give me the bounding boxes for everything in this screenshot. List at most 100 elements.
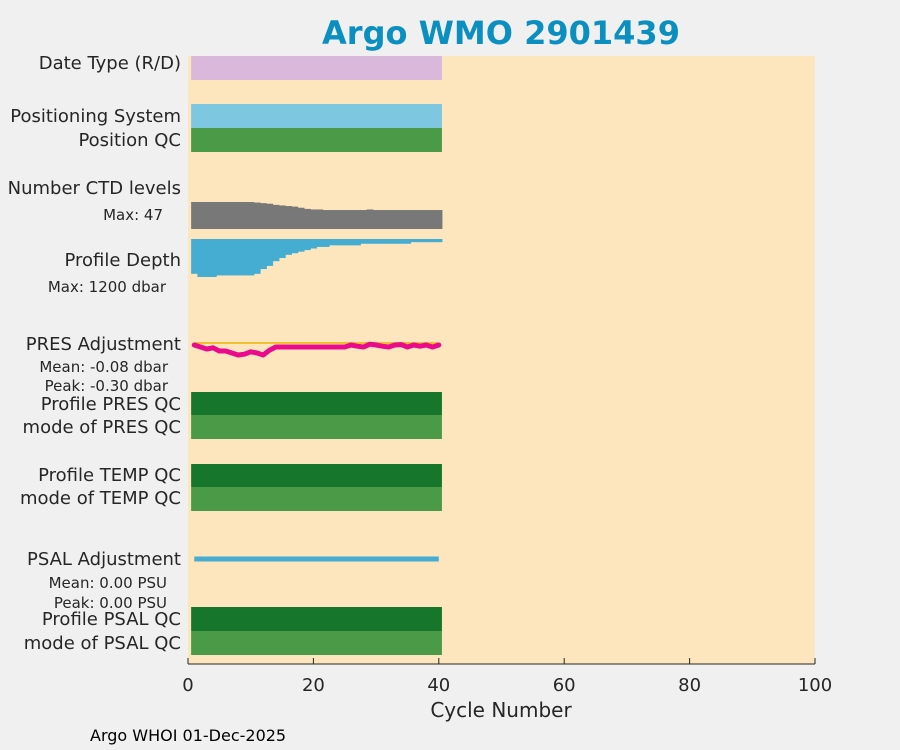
psal-peak-annotation: Peak: 0.00 PSU	[54, 594, 167, 612]
ctd-level-bar	[329, 210, 336, 229]
row-label-position-qc: Position QC	[78, 130, 181, 151]
profile-pres-qc-bar	[191, 392, 442, 415]
depth-max-annotation: Max: 1200 dbar	[48, 278, 167, 296]
profile-depth-bar	[416, 239, 424, 243]
ctd-level-bar	[291, 206, 299, 229]
x-tick-label: 100	[798, 675, 832, 696]
pres-peak-annotation: Peak: -0.30 dbar	[45, 377, 169, 395]
row-label-mode-pres-qc: mode of PRES QC	[23, 417, 181, 438]
ctd-level-bar	[366, 209, 374, 229]
profile-depth-bar	[247, 239, 255, 276]
x-tick-label: 40	[427, 675, 450, 696]
x-tick-label: 80	[678, 675, 701, 696]
profile-depth-bar	[228, 239, 236, 276]
x-axis-label: Cycle Number	[430, 698, 572, 722]
profile-depth-bar	[329, 239, 336, 246]
ctd-level-bar	[191, 202, 198, 229]
x-tick-label: 20	[302, 675, 325, 696]
positioning-system-bar	[191, 104, 442, 128]
ctd-level-bar	[429, 210, 437, 229]
profile-depth-bar	[385, 239, 393, 244]
profile-depth-bar	[209, 239, 217, 277]
profile-depth-bar	[429, 239, 437, 243]
ctd-level-bar	[347, 210, 355, 229]
ctd-level-bar	[247, 202, 255, 229]
ctd-level-bar	[404, 210, 412, 229]
ctd-level-bar	[310, 209, 318, 229]
row-label-psal-adjustment: PSAL Adjustment	[27, 549, 181, 570]
ctd-level-bar	[253, 202, 261, 229]
ctd-level-bar	[278, 205, 286, 229]
row-label-mode-psal-qc: mode of PSAL QC	[24, 633, 181, 654]
profile-depth-bar	[278, 239, 286, 258]
profile-depth-bar	[335, 239, 343, 246]
profile-depth-bar	[347, 239, 355, 246]
plot-area	[188, 56, 815, 664]
ctd-level-bar	[222, 202, 230, 229]
psal-mean-annotation: Mean: 0.00 PSU	[49, 574, 167, 592]
profile-depth-bar	[285, 239, 292, 255]
ctd-level-bar	[360, 210, 368, 229]
profile-depth-bar	[216, 239, 223, 276]
x-tick-label: 0	[182, 675, 193, 696]
ctd-level-bar	[266, 203, 274, 229]
row-label-positioning-system: Positioning System	[10, 106, 181, 127]
ctd-level-bar	[385, 210, 393, 229]
profile-depth-bar	[241, 239, 249, 276]
ctd-level-bar	[416, 210, 424, 229]
profile-depth-bar	[322, 239, 330, 247]
ctd-level-bar	[228, 202, 236, 229]
ctd-level-bar	[316, 209, 324, 229]
chart-title: Argo WMO 2901439	[322, 14, 680, 52]
profile-depth-bar	[366, 239, 374, 244]
profile-temp-qc-bar	[191, 464, 442, 487]
profile-depth-bar	[297, 239, 305, 252]
profile-depth-bar	[266, 239, 274, 266]
profile-depth-bar	[360, 239, 368, 244]
ctd-level-bar	[216, 202, 223, 229]
ctd-level-bar	[322, 210, 330, 229]
ctd-level-bar	[197, 202, 205, 229]
profile-depth-bar	[260, 239, 267, 270]
ctd-level-bar	[354, 210, 361, 229]
profile-depth-bar	[404, 239, 412, 244]
ctd-level-bar	[285, 206, 292, 229]
profile-depth-bar	[316, 239, 324, 247]
pres-mean-annotation: Mean: -0.08 dbar	[39, 358, 169, 376]
profile-depth-bar	[203, 239, 211, 277]
ctd-max-annotation: Max: 47	[103, 206, 163, 224]
profile-depth-bar	[372, 239, 380, 244]
ctd-level-bar	[423, 210, 430, 229]
mode-temp-qc-bar	[191, 487, 442, 511]
ctd-level-bar	[260, 203, 267, 229]
ctd-level-bar	[235, 202, 242, 229]
profile-depth-bar	[341, 239, 349, 246]
ctd-level-bar	[435, 210, 443, 229]
row-label-profile-psal-qc: Profile PSAL QC	[42, 609, 181, 630]
ctd-level-bar	[335, 210, 343, 229]
row-label-profile-depth: Profile Depth	[64, 250, 181, 271]
profile-depth-bar	[222, 239, 230, 276]
ctd-level-bar	[341, 210, 349, 229]
ctd-level-bar	[391, 210, 399, 229]
ctd-level-bar	[303, 208, 311, 229]
profile-depth-bar	[235, 239, 242, 276]
profile-depth-bar	[354, 239, 361, 246]
profile-depth-bar	[435, 239, 443, 243]
ctd-level-bar	[203, 202, 211, 229]
footer-credit: Argo WHOI 01-Dec-2025	[90, 726, 286, 745]
row-label-profile-pres-qc: Profile PRES QC	[41, 394, 181, 415]
profile-depth-bar	[379, 239, 387, 244]
pres-adjustment-line	[191, 341, 442, 358]
ctd-level-bar	[398, 210, 405, 229]
ctd-level-bar	[272, 204, 280, 229]
profile-depth-bar	[423, 239, 430, 243]
ctd-level-bar	[209, 202, 217, 229]
row-label-date-type: Date Type (R/D)	[39, 53, 181, 74]
profile-depth-bar	[197, 239, 205, 277]
row-label-profile-temp-qc: Profile TEMP QC	[38, 465, 181, 486]
row-label-mode-temp-qc: mode of TEMP QC	[20, 488, 181, 509]
profile-depth-bar	[410, 239, 418, 243]
profile-depth-bar	[310, 239, 318, 249]
